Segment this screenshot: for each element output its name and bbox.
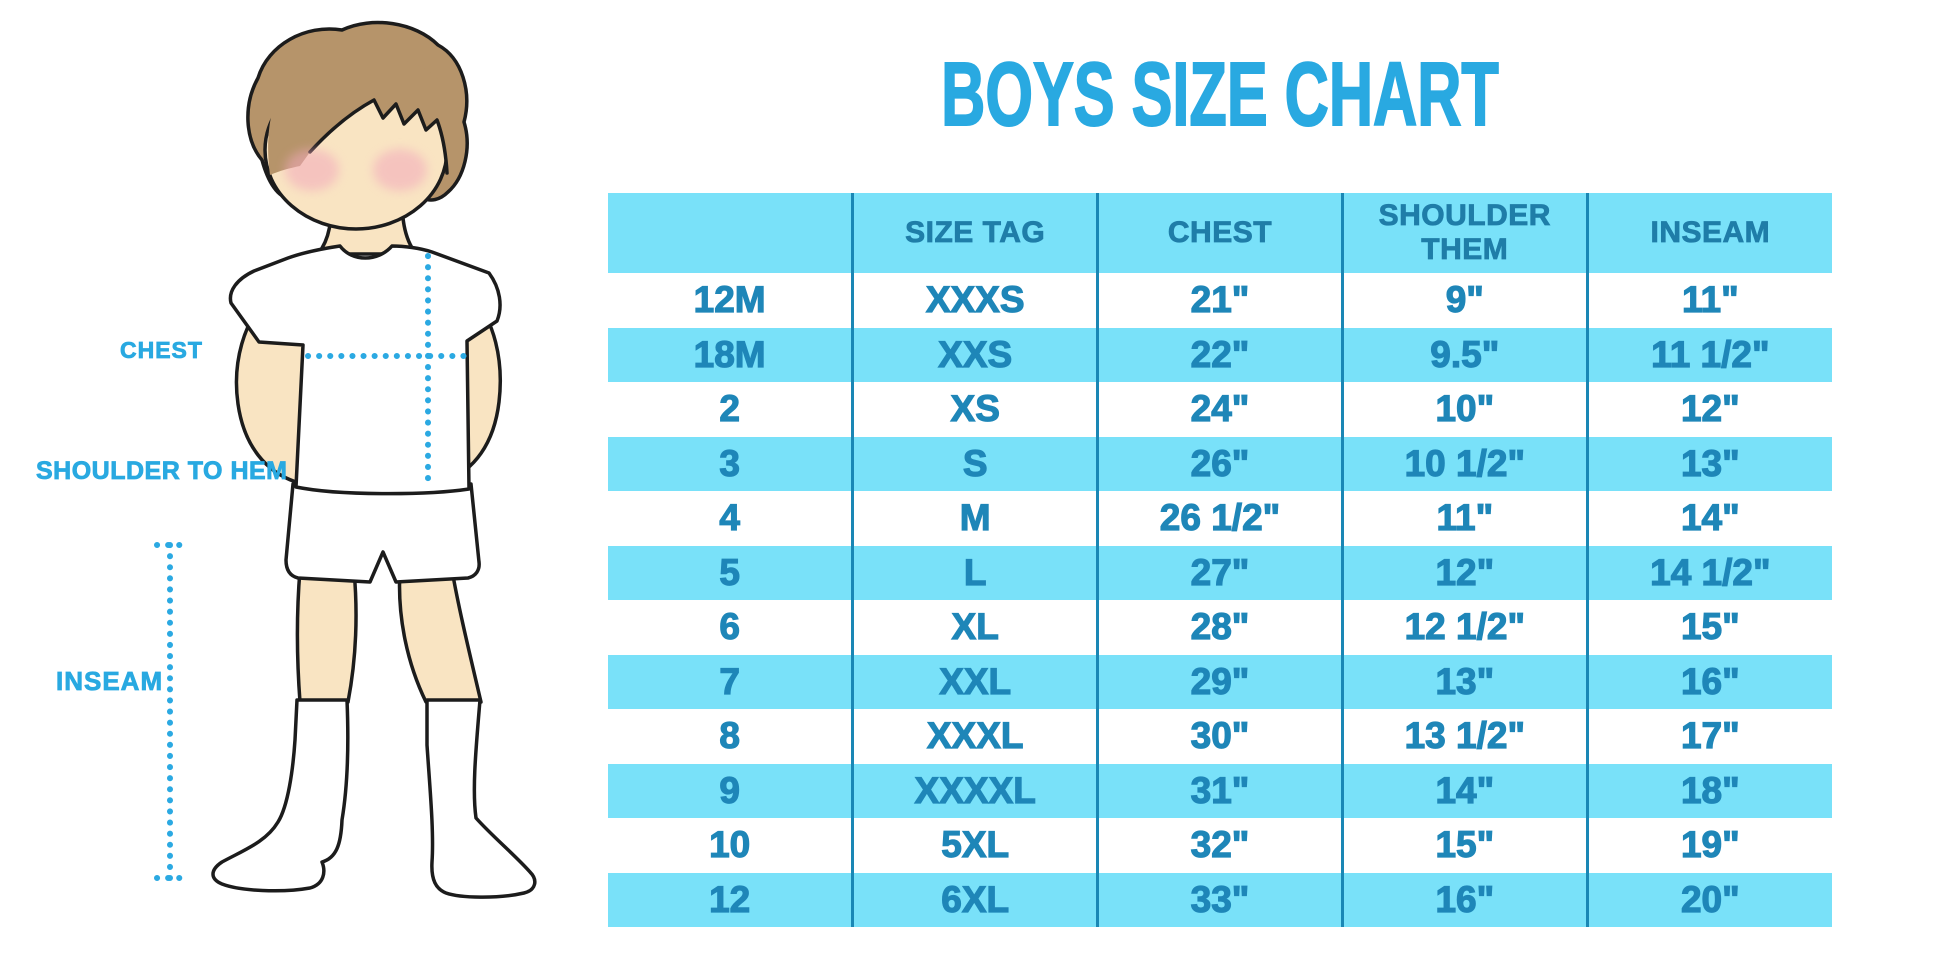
table-cell: 17" bbox=[1587, 709, 1832, 764]
boy-hair-fringe-edge bbox=[308, 98, 449, 175]
size-table-header-row: SIZE TAG CHEST SHOULDER THEM INSEAM bbox=[608, 193, 1832, 273]
table-cell: 9.5" bbox=[1342, 327, 1589, 382]
boy-figure-illustration bbox=[154, 20, 537, 899]
table-cell: 10" bbox=[1342, 382, 1589, 437]
table-row: 9 XXXXL 31" 14" 18" bbox=[608, 763, 1832, 818]
table-cell: 20" bbox=[1587, 872, 1832, 927]
table-cell: L bbox=[852, 545, 1100, 600]
boy-tshirt bbox=[228, 244, 502, 496]
table-cell: S bbox=[852, 436, 1100, 491]
table-cell: 12" bbox=[1342, 545, 1589, 600]
chest-measurement-label: CHEST bbox=[120, 337, 203, 363]
boy-right-leg bbox=[397, 568, 483, 704]
table-cell: 4 bbox=[608, 491, 855, 546]
page-title: BOYS SIZE CHART bbox=[940, 45, 1499, 145]
table-row: 7 XXL 29" 13" 16" bbox=[608, 654, 1832, 709]
table-cell: 13" bbox=[1587, 436, 1832, 491]
table-cell: 9" bbox=[1342, 273, 1589, 328]
table-cell: XS bbox=[852, 382, 1100, 437]
table-cell: 22" bbox=[1097, 327, 1344, 382]
table-cell: XXXL bbox=[852, 709, 1100, 764]
table-cell: 12 1/2" bbox=[1342, 600, 1589, 655]
column-header: INSEAM bbox=[1587, 193, 1832, 273]
table-cell: 27" bbox=[1097, 545, 1344, 600]
table-cell: 12M bbox=[608, 273, 855, 328]
boy-right-sock bbox=[425, 698, 537, 899]
boy-shorts bbox=[284, 482, 481, 584]
column-header: CHEST bbox=[1097, 193, 1344, 273]
boy-blush-right bbox=[373, 149, 427, 191]
table-row: 4 M 26 1/2" 11" 14" bbox=[608, 491, 1832, 546]
boy-left-leg bbox=[295, 568, 358, 704]
table-cell: 16" bbox=[1587, 654, 1832, 709]
table-cell: 33" bbox=[1097, 872, 1344, 927]
column-header: SHOULDER THEM bbox=[1342, 193, 1589, 273]
table-cell: 9 bbox=[608, 763, 855, 818]
table-cell: 10 1/2" bbox=[1342, 436, 1589, 491]
table-cell: 16" bbox=[1342, 872, 1589, 927]
table-cell: 13 1/2" bbox=[1342, 709, 1589, 764]
table-cell: 15" bbox=[1342, 818, 1589, 873]
table-cell: 15" bbox=[1587, 600, 1832, 655]
table-cell: XXL bbox=[852, 654, 1100, 709]
table-cell: 14" bbox=[1587, 491, 1832, 546]
table-row: 2 XS 24" 10" 12" bbox=[608, 382, 1832, 437]
table-row: 6 XL 28" 12 1/2" 15" bbox=[608, 600, 1832, 655]
table-cell: 5XL bbox=[852, 818, 1100, 873]
table-cell: 11" bbox=[1342, 491, 1589, 546]
column-header-empty bbox=[608, 193, 855, 273]
table-cell: 31" bbox=[1097, 763, 1344, 818]
column-header: SIZE TAG bbox=[852, 193, 1100, 273]
table-row: 8 XXXL 30" 13 1/2" 17" bbox=[608, 709, 1832, 764]
table-cell: 32" bbox=[1097, 818, 1344, 873]
table-row: 5 L 27" 12" 14 1/2" bbox=[608, 545, 1832, 600]
table-cell: 11" bbox=[1587, 273, 1832, 328]
size-table: SIZE TAG CHEST SHOULDER THEM INSEAM 12M XXXS… bbox=[608, 193, 1832, 927]
table-cell: 5 bbox=[608, 545, 855, 600]
table-cell: 10 bbox=[608, 818, 855, 873]
table-row: 3 S 26" 10 1/2" 13" bbox=[608, 436, 1832, 491]
boy-blush-left bbox=[285, 149, 339, 191]
table-cell: 30" bbox=[1097, 709, 1344, 764]
table-cell: XL bbox=[852, 600, 1100, 655]
table-cell: 6 bbox=[608, 600, 855, 655]
table-cell: 26 1/2" bbox=[1097, 491, 1344, 546]
table-cell: 3 bbox=[608, 436, 855, 491]
inseam-measurement-label: INSEAM bbox=[56, 666, 164, 696]
table-cell: 12" bbox=[1587, 382, 1832, 437]
table-cell: 29" bbox=[1097, 654, 1344, 709]
table-cell: XXXXL bbox=[852, 763, 1100, 818]
table-cell: XXXS bbox=[852, 273, 1100, 328]
table-row: 12M XXXS 21" 9" 11" bbox=[608, 273, 1832, 328]
table-row: 10 5XL 32" 15" 19" bbox=[608, 818, 1832, 873]
size-table-head: SIZE TAG CHEST SHOULDER THEM INSEAM bbox=[608, 193, 1832, 273]
table-row: 18M XXS 22" 9.5" 11 1/2" bbox=[608, 327, 1832, 382]
table-cell: 28" bbox=[1097, 600, 1344, 655]
table-cell: 6XL bbox=[852, 872, 1100, 927]
table-cell: 13" bbox=[1342, 654, 1589, 709]
table-row: 12 6XL 33" 16" 20" bbox=[608, 872, 1832, 927]
shoulder-to-hem-measurement-label: SHOULDER TO HEM bbox=[36, 457, 288, 485]
table-cell: 14" bbox=[1342, 763, 1589, 818]
table-cell: 26" bbox=[1097, 436, 1344, 491]
table-cell: XXS bbox=[852, 327, 1100, 382]
table-cell: 21" bbox=[1097, 273, 1344, 328]
size-table-body: 12M XXXS 21" 9" 11" 18M XXS 22" 9.5" 11 1/2" 2 XS 24… bbox=[608, 273, 1832, 927]
table-cell: 24" bbox=[1097, 382, 1344, 437]
table-cell: 8 bbox=[608, 709, 855, 764]
boy-left-sock bbox=[211, 698, 350, 893]
table-cell: 18M bbox=[608, 327, 855, 382]
table-cell: 12 bbox=[608, 872, 855, 927]
table-cell: 11 1/2" bbox=[1587, 327, 1832, 382]
table-cell: 2 bbox=[608, 382, 855, 437]
table-cell: 19" bbox=[1587, 818, 1832, 873]
table-cell: 7 bbox=[608, 654, 855, 709]
table-cell: 14 1/2" bbox=[1587, 545, 1832, 600]
table-cell: M bbox=[852, 491, 1100, 546]
table-cell: 18" bbox=[1587, 763, 1832, 818]
